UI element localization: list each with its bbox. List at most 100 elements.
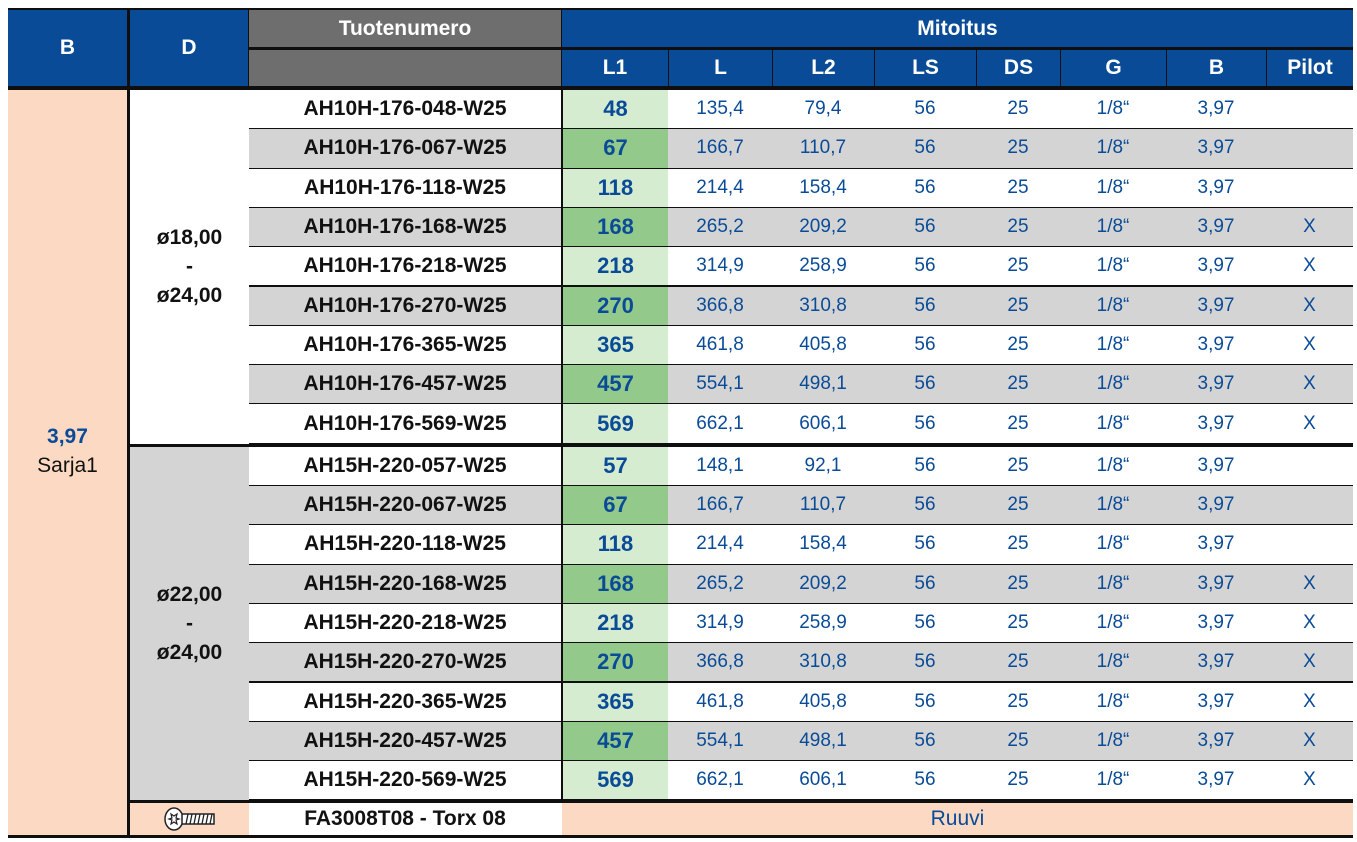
cell-l2: 405,8	[772, 325, 874, 365]
cell-g: 1/8“	[1060, 525, 1166, 564]
b-value: 3,97	[1197, 255, 1235, 277]
cell-g: 1/8“	[1060, 564, 1166, 603]
cell-l2: 110,7	[772, 129, 874, 168]
product-code: AH15H-220-270-W25	[303, 650, 507, 674]
g-value: 1/8“	[1096, 729, 1130, 751]
cell-pilot	[1266, 168, 1353, 207]
table-row-product[interactable]: AH10H-176-457-W25	[249, 365, 561, 404]
l2-value: 310,8	[799, 651, 847, 673]
cell-pilot	[1266, 446, 1353, 485]
cell-l: 166,7	[668, 486, 772, 525]
b-value: 3,97	[1197, 612, 1235, 634]
table-row-product[interactable]: AH15H-220-365-W25	[249, 682, 561, 721]
ds-value: 25	[1007, 373, 1029, 395]
cell-ds: 25	[976, 446, 1060, 485]
b-value: 3,97	[1197, 729, 1235, 751]
cell-l: 265,2	[668, 564, 772, 603]
header-col-label: L2	[811, 56, 836, 79]
b-value: 3,97	[1197, 769, 1235, 791]
table-row-product[interactable]: AH15H-220-057-W25	[249, 446, 561, 485]
header-col-label: L	[714, 56, 727, 79]
header-dimensions: Mitoitus	[562, 10, 1353, 47]
l1-value: 569	[597, 410, 634, 436]
table-row-product[interactable]: AH15H-220-457-W25	[249, 721, 561, 761]
l-value: 265,2	[696, 572, 744, 594]
b-value: 3,97	[1197, 373, 1235, 395]
ls-value: 56	[914, 412, 936, 434]
g-value: 1/8“	[1096, 373, 1130, 395]
l-value: 366,8	[696, 651, 744, 673]
product-code: AH10H-176-048-W25	[303, 97, 507, 121]
cell-b: 3,97	[1166, 247, 1266, 286]
cell-l1: 57	[563, 446, 668, 485]
l2-value: 498,1	[799, 373, 847, 395]
cell-l1: 365	[563, 682, 668, 721]
l1-value: 118	[597, 531, 634, 557]
cell-ls: 56	[874, 525, 976, 564]
header-col-ls: LS	[875, 50, 976, 86]
cell-l2: 209,2	[772, 564, 874, 603]
table-row-product[interactable]: AH10H-176-168-W25	[249, 207, 561, 247]
cell-l: 214,4	[668, 525, 772, 564]
g-value: 1/8“	[1096, 533, 1130, 555]
table-row-product[interactable]: AH15H-220-168-W25	[249, 564, 561, 603]
cell-ls: 56	[874, 247, 976, 286]
g-value: 1/8“	[1096, 294, 1130, 316]
ds-value: 25	[1007, 769, 1029, 791]
product-code: AH10H-176-218-W25	[303, 254, 507, 278]
table-row-product[interactable]: AH10H-176-118-W25	[249, 168, 561, 207]
table-row-product[interactable]: AH10H-176-218-W25	[249, 247, 561, 286]
b-value: 3,97	[1197, 333, 1235, 355]
header-col-pilot: Pilot	[1267, 50, 1353, 86]
ls-value: 56	[914, 255, 936, 277]
cell-l: 554,1	[668, 365, 772, 404]
table-row-product[interactable]: AH15H-220-067-W25	[249, 486, 561, 525]
pilot-value: X	[1303, 769, 1316, 791]
g-value: 1/8“	[1096, 651, 1130, 673]
cell-l: 366,8	[668, 286, 772, 325]
table-row-product[interactable]: AH10H-176-365-W25	[249, 325, 561, 365]
cell-ls: 56	[874, 486, 976, 525]
l2-value: 405,8	[799, 333, 847, 355]
table-row-product[interactable]: AH10H-176-569-W25	[249, 404, 561, 443]
l1-value: 365	[597, 331, 634, 357]
product-code: AH10H-176-168-W25	[303, 215, 507, 239]
cell-g: 1/8“	[1060, 247, 1166, 286]
cell-l2: 158,4	[772, 525, 874, 564]
l-value: 314,9	[696, 255, 744, 277]
cell-b: 3,97	[1166, 603, 1266, 643]
product-code: AH15H-220-057-W25	[303, 453, 507, 477]
ls-value: 56	[914, 651, 936, 673]
table-row-product[interactable]: AH10H-176-048-W25	[249, 90, 561, 129]
cell-pilot	[1266, 129, 1353, 168]
table-row-product[interactable]: AH15H-220-569-W25	[249, 761, 561, 800]
l-value: 265,2	[696, 216, 744, 238]
cell-pilot: X	[1266, 286, 1353, 325]
table-row-product[interactable]: AH10H-176-270-W25	[249, 286, 561, 325]
b-value: 3,97	[1197, 216, 1235, 238]
header-col-label: L1	[602, 56, 628, 79]
product-code: AH15H-220-569-W25	[303, 768, 507, 792]
table-row-product[interactable]: AH15H-220-270-W25	[249, 643, 561, 682]
cell-g: 1/8“	[1060, 325, 1166, 365]
table-row-product[interactable]: AH15H-220-118-W25	[249, 525, 561, 564]
d-range-dash: -	[186, 255, 193, 279]
table-row-product[interactable]: AH15H-220-218-W25	[249, 603, 561, 643]
b-value: 3,97	[47, 425, 88, 449]
product-code: AH10H-176-118-W25	[304, 175, 506, 199]
l1-value: 457	[597, 727, 634, 753]
cell-g: 1/8“	[1060, 365, 1166, 404]
cell-ls: 56	[874, 761, 976, 800]
table-row-product[interactable]: AH10H-176-067-W25	[249, 129, 561, 168]
l-value: 214,4	[696, 176, 744, 198]
cell-l1: 218	[563, 247, 668, 286]
l1-value: 365	[597, 688, 634, 714]
l2-value: 498,1	[799, 729, 847, 751]
b-value: 3,97	[1197, 572, 1235, 594]
cell-g: 1/8“	[1060, 168, 1166, 207]
l2-value: 405,8	[799, 690, 847, 712]
d-range-to: ø24,00	[156, 284, 223, 308]
header-b-label: B	[59, 36, 76, 59]
g-value: 1/8“	[1096, 769, 1130, 791]
pilot-value: X	[1303, 572, 1316, 594]
